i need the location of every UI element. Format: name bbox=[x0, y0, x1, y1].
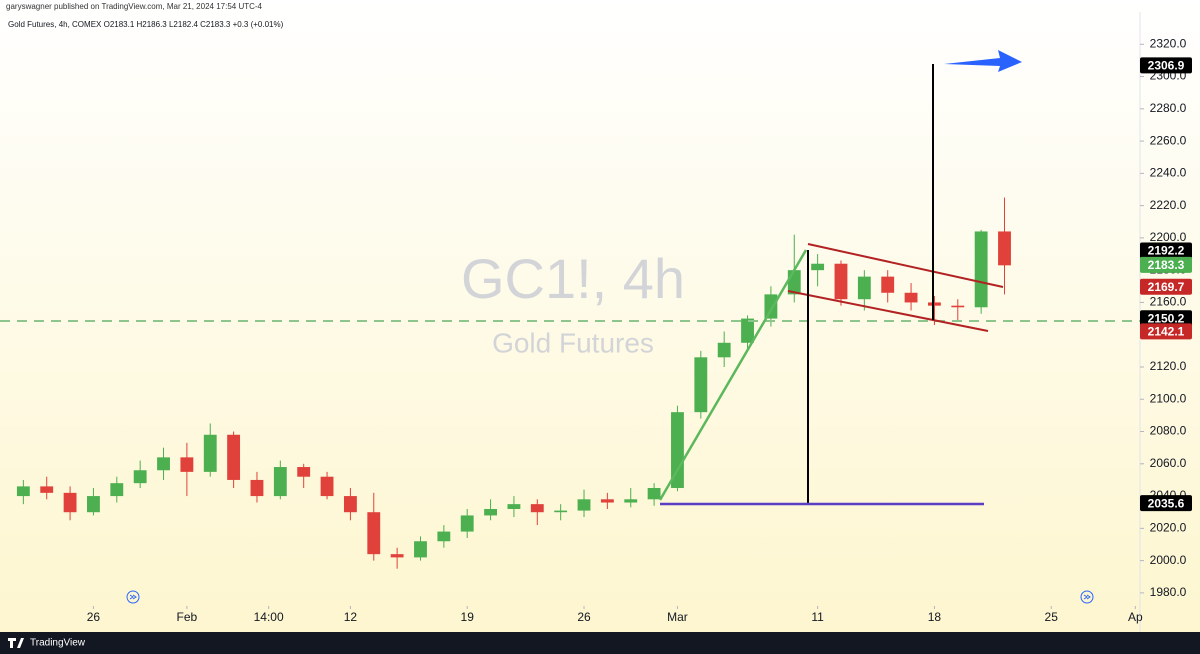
price-label-box bbox=[1140, 256, 1192, 273]
candle-body bbox=[343, 496, 357, 513]
price-label-box bbox=[1140, 278, 1192, 295]
watermark-subtitle: Gold Futures bbox=[492, 327, 654, 358]
y-tick-label: 2120.0 bbox=[1150, 359, 1187, 373]
candle-body bbox=[694, 357, 708, 413]
y-tick-label: 2060.0 bbox=[1150, 456, 1187, 470]
y-tick-label: 2240.0 bbox=[1150, 166, 1187, 180]
candle-body bbox=[110, 483, 124, 497]
y-tick-label: 2260.0 bbox=[1150, 133, 1187, 147]
price-label: 2142.1 bbox=[1148, 324, 1185, 338]
candle-body bbox=[881, 276, 895, 293]
goto-icon[interactable] bbox=[1080, 590, 1094, 604]
price-label: 2035.6 bbox=[1148, 496, 1185, 510]
x-tick-label: 26 bbox=[577, 610, 591, 624]
y-tick-label: 2280.0 bbox=[1150, 101, 1187, 115]
footer-bar bbox=[0, 632, 1200, 654]
y-tick-label: 2320.0 bbox=[1150, 36, 1187, 50]
x-tick-label: 14:00 bbox=[254, 610, 284, 624]
goto-icon[interactable] bbox=[126, 590, 140, 604]
y-tick-label: 2020.0 bbox=[1150, 521, 1187, 535]
candle-body bbox=[951, 305, 965, 308]
x-tick-label: 19 bbox=[461, 610, 475, 624]
candle-body bbox=[367, 512, 381, 555]
publisher: garyswagner published on TradingView.com… bbox=[6, 2, 263, 11]
candle-body bbox=[577, 499, 591, 511]
candle-body bbox=[530, 504, 544, 513]
candle-body bbox=[484, 508, 497, 516]
y-tick-label: 1980.0 bbox=[1150, 585, 1187, 599]
price-label-box bbox=[1140, 323, 1192, 340]
y-tick-label: 2160.0 bbox=[1150, 295, 1187, 309]
candle-body bbox=[133, 470, 147, 484]
legend-line: Gold Futures, 4h, COMEX O2183.1 H2186.3 … bbox=[8, 20, 284, 29]
candle-body bbox=[507, 504, 521, 509]
candle-body bbox=[600, 499, 614, 503]
price-label-box bbox=[1140, 57, 1192, 74]
x-tick-label: 11 bbox=[811, 610, 824, 624]
x-tick-label: Ap bbox=[1128, 610, 1143, 624]
candle-body bbox=[647, 488, 661, 500]
candle-body bbox=[273, 467, 287, 497]
candle-body bbox=[87, 496, 100, 513]
y-tick-label: 2000.0 bbox=[1150, 553, 1187, 567]
price-label-box bbox=[1140, 242, 1192, 259]
x-tick-label: Mar bbox=[667, 610, 688, 624]
candle-body bbox=[671, 412, 684, 489]
candle-body bbox=[180, 457, 194, 472]
price-label-box bbox=[1140, 495, 1192, 512]
x-tick-label: 26 bbox=[87, 610, 101, 624]
candle-body bbox=[741, 318, 754, 343]
candle-body bbox=[717, 342, 731, 358]
footer-brand: TradingView bbox=[30, 638, 86, 649]
x-tick-label: 18 bbox=[928, 610, 942, 624]
price-label: 2150.2 bbox=[1148, 311, 1185, 325]
candle-body bbox=[928, 302, 941, 306]
candle-body bbox=[63, 492, 77, 513]
candle-body bbox=[320, 476, 334, 497]
x-tick-label: Feb bbox=[177, 610, 198, 624]
candle-body bbox=[460, 515, 474, 532]
price-label: 2306.9 bbox=[1148, 59, 1185, 73]
y-tick-label: 2080.0 bbox=[1150, 424, 1187, 438]
y-tick-label: 2100.0 bbox=[1150, 391, 1187, 405]
candle-body bbox=[834, 263, 848, 300]
candle-body bbox=[764, 294, 778, 319]
candle-body bbox=[811, 263, 825, 271]
candle-body bbox=[227, 434, 241, 480]
y-tick-label: 2220.0 bbox=[1150, 198, 1187, 212]
candle-body bbox=[437, 531, 451, 542]
drawings bbox=[0, 50, 1140, 604]
price-label-box bbox=[1140, 310, 1192, 327]
candle-body bbox=[974, 231, 988, 308]
flag-pole bbox=[658, 249, 808, 501]
y-tick-label: 2200.0 bbox=[1150, 230, 1187, 244]
candle-body bbox=[16, 486, 30, 497]
channel-upper bbox=[807, 243, 1004, 288]
candle-body bbox=[857, 276, 871, 300]
price-label: 2169.7 bbox=[1148, 280, 1185, 294]
background bbox=[0, 0, 1200, 632]
candle-body bbox=[554, 510, 568, 513]
x-tick-label: 25 bbox=[1045, 610, 1059, 624]
x-tick-label: 12 bbox=[344, 610, 358, 624]
candle-body bbox=[414, 541, 427, 558]
price-label: 2183.3 bbox=[1148, 258, 1185, 272]
watermark-title: GC1!, 4h bbox=[461, 247, 685, 310]
candle-body bbox=[157, 457, 170, 471]
candle-body bbox=[998, 231, 1011, 266]
candle-body bbox=[624, 499, 638, 503]
logo bbox=[8, 638, 24, 648]
price-label: 2192.2 bbox=[1148, 244, 1185, 258]
channel-lower bbox=[787, 290, 989, 332]
candle-body bbox=[297, 467, 311, 477]
arrow bbox=[944, 50, 1022, 72]
candle-body bbox=[390, 554, 404, 558]
candle-body bbox=[904, 292, 918, 303]
candle-body bbox=[40, 486, 54, 493]
candle-body bbox=[250, 479, 264, 497]
candle-body bbox=[203, 434, 217, 472]
